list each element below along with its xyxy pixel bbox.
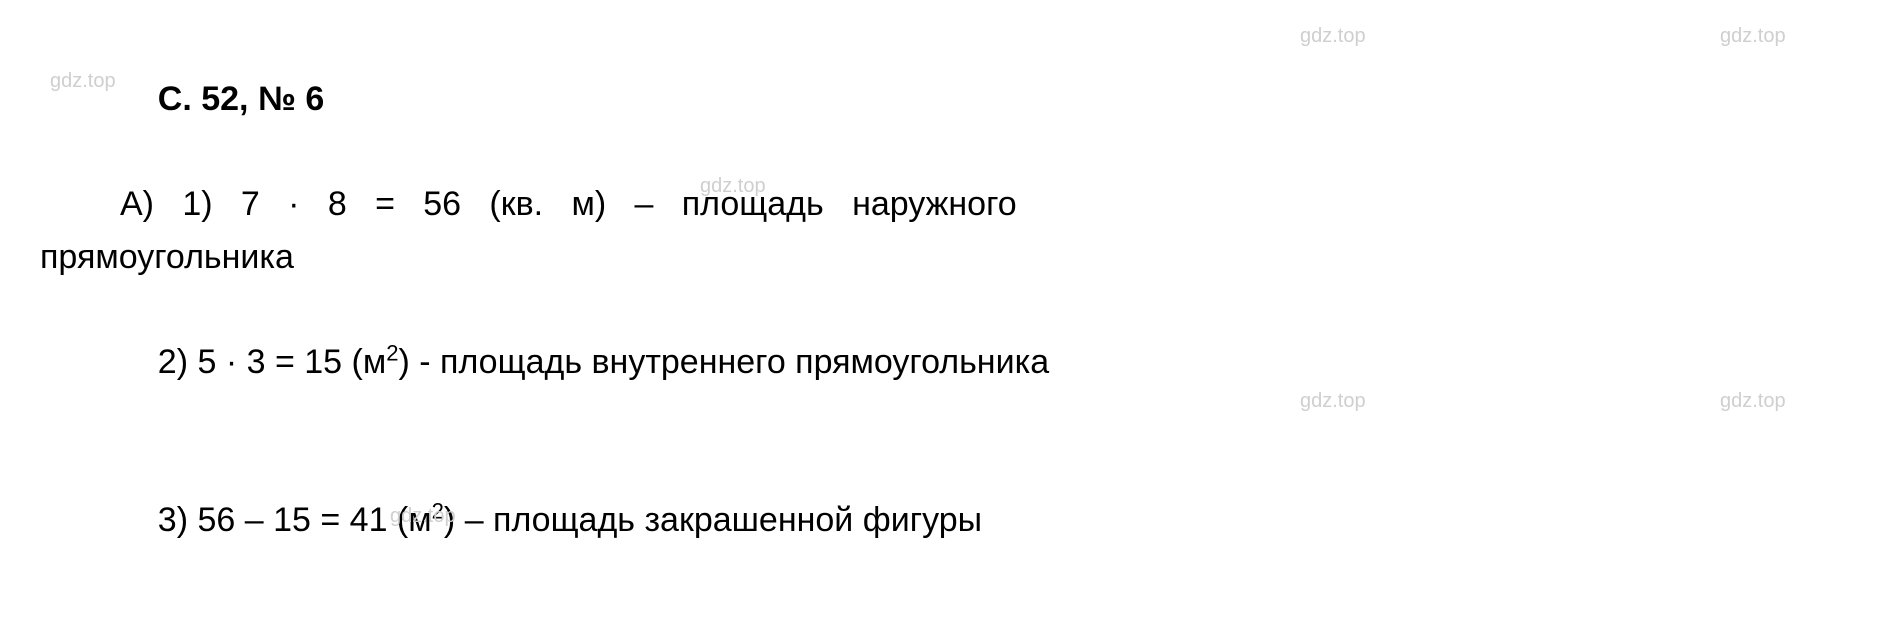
line-a2-post: ) - площадь внутреннего прямоугольника [399, 343, 1050, 381]
line-a3-post: ) – площадь закрашенной фигуры [444, 501, 982, 539]
sup-2: 2 [432, 499, 444, 524]
sup-2: 2 [386, 341, 398, 366]
document-body: С. 52, № 6 А) 1) 7 · 8 = 56 (кв. м) – пл… [40, 20, 1840, 617]
line-a2-pre: 2) 5 · 3 = 15 (м [158, 343, 386, 381]
title-number: № 6 [258, 80, 324, 118]
line-a2: 2) 5 · 3 = 15 (м2) - площадь внутреннего… [40, 283, 1840, 441]
line-a1b: прямоугольника [40, 231, 1840, 284]
line-answer: Ответ: 41 м2. [40, 600, 1840, 617]
line-a3: 3) 56 – 15 = 41 (м2) – площадь закрашенн… [40, 442, 1840, 600]
title-prefix: С. 52, [158, 80, 258, 118]
line-a3-pre: 3) 56 – 15 = 41 (м [158, 501, 432, 539]
title: С. 52, № 6 [40, 20, 1840, 178]
line-a1a: А) 1) 7 · 8 = 56 (кв. м) – площадь наруж… [40, 178, 1840, 231]
